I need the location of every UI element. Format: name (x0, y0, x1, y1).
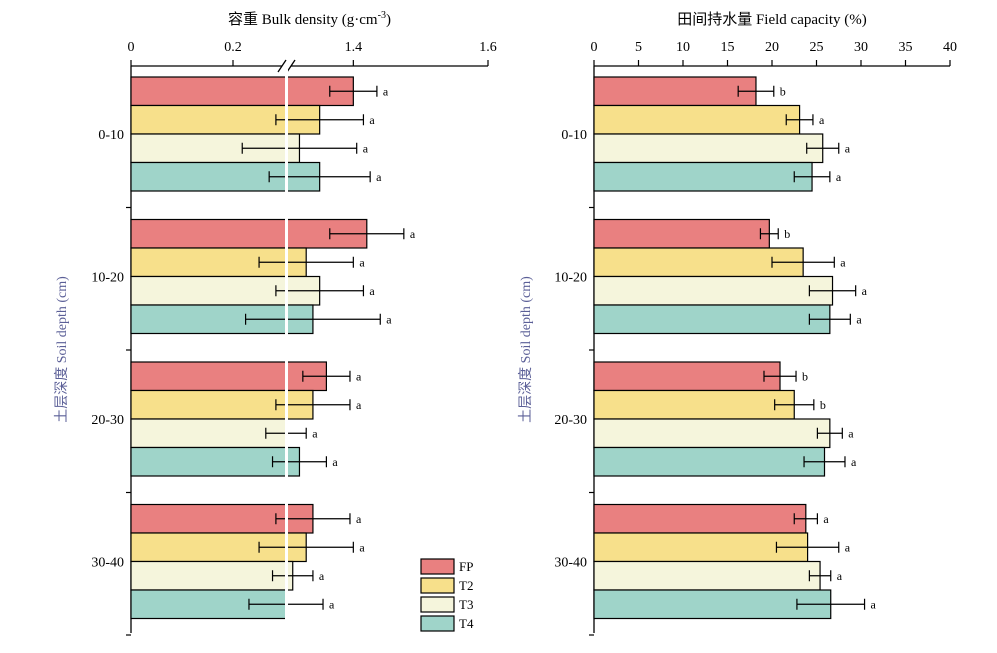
category-label: 30-40 (91, 556, 124, 571)
x-tick-label: 30 (854, 40, 868, 55)
bar-t4 (593, 589, 832, 620)
bar-fp (593, 218, 770, 249)
category-label: 0-10 (98, 128, 124, 143)
significance-label: a (845, 540, 851, 554)
category-label: 20-30 (554, 413, 587, 428)
x-tick-label: 1.4 (345, 40, 363, 55)
bar-t2 (593, 389, 795, 420)
significance-label: a (356, 398, 362, 412)
axis-break-mark (286, 59, 296, 73)
legend-label: T3 (459, 597, 473, 612)
significance-label: a (312, 426, 318, 440)
bulk-density-panel: 容重 Bulk density (g·cm-3) 0 0.2 1.4 1.6 0-10 10… (54, 10, 497, 636)
y-axis-label: 土层深度 Soil depth (cm) (54, 276, 70, 423)
x-tick-label: 20 (765, 40, 779, 55)
significance-label: b (820, 398, 826, 412)
x-tick-label: 0 (128, 40, 135, 55)
x-tick-label: 0 (591, 40, 598, 55)
legend-label: FP (459, 559, 473, 574)
legend: FP T2 T3 T4 (420, 558, 474, 632)
x-tick-label: 40 (943, 40, 957, 55)
bar-t3 (130, 418, 287, 449)
chart-title: 容重 Bulk density (g·cm-3) (228, 10, 391, 28)
legend-swatch (420, 596, 455, 613)
category-label: 20-30 (91, 413, 124, 428)
bar-fp (130, 361, 327, 392)
bar-t4 (593, 446, 826, 477)
x-tick-label: 15 (721, 40, 735, 55)
significance-label: a (363, 141, 369, 155)
x-tick-label: 5 (635, 40, 642, 55)
bar-t2 (593, 532, 809, 563)
significance-label: a (871, 597, 877, 611)
bar-t4 (593, 304, 831, 335)
significance-label: a (840, 255, 846, 269)
legend-swatch (420, 558, 455, 575)
category-label: 0-10 (561, 128, 587, 143)
significance-label: a (369, 284, 375, 298)
x-tick-label: 10 (676, 40, 690, 55)
field-capacity-panel: 田间持水量 Field capacity (%) 0 5 10 15 20 25 30 35 40… (518, 11, 957, 636)
significance-label: a (369, 113, 375, 127)
significance-label: a (356, 512, 362, 526)
significance-label: a (856, 312, 862, 326)
significance-label: a (359, 540, 365, 554)
bar-t2 (593, 104, 801, 135)
significance-label: a (837, 569, 843, 583)
significance-label: b (802, 369, 808, 383)
significance-label: a (376, 170, 382, 184)
significance-label: a (410, 227, 416, 241)
significance-label: a (823, 512, 829, 526)
significance-label: a (848, 426, 854, 440)
significance-label: a (851, 455, 857, 469)
bar-fp (130, 218, 368, 249)
significance-label: a (332, 455, 338, 469)
significance-label: a (319, 569, 325, 583)
bar-fp (593, 361, 781, 392)
chart-title: 田间持水量 Field capacity (%) (677, 11, 867, 28)
bar-t3 (593, 560, 821, 591)
axis-break-mark (277, 59, 287, 73)
bar-fp (130, 76, 354, 107)
significance-label: a (862, 284, 868, 298)
significance-label: b (784, 227, 790, 241)
significance-label: a (836, 170, 842, 184)
legend-swatch (420, 615, 455, 632)
title-superscript: -3 (378, 10, 386, 21)
bar-t3 (593, 418, 831, 449)
y-axis-label: 土层深度 Soil depth (cm) (518, 276, 534, 423)
category-label: 30-40 (554, 556, 587, 571)
title-end: ) (386, 12, 391, 28)
bar-fp (593, 76, 757, 107)
legend-label: T4 (459, 616, 474, 631)
x-tick-label: 35 (899, 40, 913, 55)
bar-t3 (593, 133, 824, 164)
bar-fp (593, 503, 807, 534)
significance-label: a (359, 255, 365, 269)
axis-break-gap (285, 68, 288, 627)
significance-label: a (329, 597, 335, 611)
x-tick-label: 25 (810, 40, 824, 55)
significance-label: a (386, 312, 392, 326)
significance-label: a (819, 113, 825, 127)
bar-t3 (593, 275, 834, 306)
bar-t4 (593, 161, 813, 192)
x-tick-label: 1.6 (479, 40, 497, 55)
significance-label: a (356, 369, 362, 383)
bar-t3 (130, 560, 294, 591)
category-label: 10-20 (554, 271, 587, 286)
legend-label: T2 (459, 578, 473, 593)
significance-label: a (383, 84, 389, 98)
legend-swatch (420, 577, 455, 594)
significance-label: b (780, 84, 786, 98)
category-label: 10-20 (91, 271, 124, 286)
x-tick-label: 0.2 (224, 40, 242, 55)
significance-label: a (845, 141, 851, 155)
